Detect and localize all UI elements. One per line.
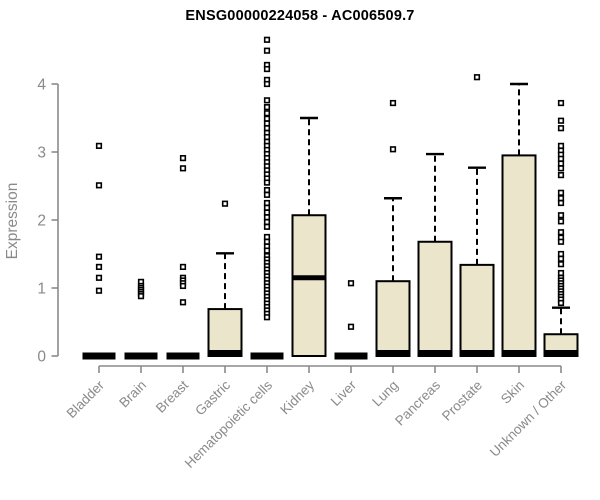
outlier-point <box>263 199 271 207</box>
outlier-point <box>557 125 565 132</box>
median-line <box>208 350 242 357</box>
collapsed-box-at-zero <box>82 352 116 360</box>
outlier-point <box>263 179 271 186</box>
x-tick-label: Liver <box>328 377 360 409</box>
outlier-point <box>95 182 103 189</box>
outlier-point <box>263 191 271 198</box>
outlier-point <box>557 142 565 149</box>
outlier-point <box>557 117 565 124</box>
y-tick-label: 2 <box>37 213 46 230</box>
collapsed-box-at-zero <box>334 352 368 360</box>
outlier-point <box>557 269 565 277</box>
outlier-point <box>557 261 565 268</box>
x-tick-label: Brain <box>116 378 149 411</box>
outlier-point <box>263 214 271 221</box>
box-rect <box>375 280 411 358</box>
outlier-point <box>263 238 271 245</box>
collapsed-box-at-zero <box>124 352 158 360</box>
outlier-point <box>557 229 565 236</box>
y-tick-label: 0 <box>37 349 46 366</box>
outlier-point <box>557 99 565 107</box>
outlier-point <box>557 160 565 167</box>
box-rect <box>207 308 243 357</box>
median-line <box>460 350 494 357</box>
outlier-point <box>263 125 271 132</box>
outlier-point <box>557 250 565 258</box>
outlier-point <box>557 172 565 179</box>
median-line <box>544 350 578 357</box>
outlier-point <box>557 195 565 202</box>
outlier-point <box>263 120 271 127</box>
x-tick-label: Pancreas <box>392 377 443 428</box>
y-tick-label: 1 <box>37 281 46 298</box>
outlier-point <box>95 263 103 271</box>
outlier-point <box>263 204 271 211</box>
outlier-point <box>179 155 187 162</box>
outlier-point <box>179 165 187 172</box>
median-line <box>376 350 410 357</box>
outlier-point <box>263 218 271 226</box>
outlier-point <box>473 74 481 81</box>
outlier-point <box>263 47 271 54</box>
x-tick-label: Prostate <box>439 378 485 424</box>
outlier-point <box>95 142 103 149</box>
outlier-point <box>557 155 565 162</box>
box-rect <box>501 154 537 357</box>
outlier-point <box>557 189 565 196</box>
outlier-point <box>263 115 271 122</box>
median-line <box>418 350 452 357</box>
outlier-point <box>557 255 565 262</box>
outlier-point <box>263 233 271 241</box>
outlier-point <box>137 293 145 300</box>
x-tick-label: Breast <box>153 377 191 415</box>
outlier-point <box>95 274 103 281</box>
outlier-point <box>263 133 271 141</box>
chart-title: ENSG00000224058 - AC006509.7 <box>185 8 415 24</box>
x-tick-label: Unknown / Other <box>487 377 570 460</box>
outlier-point <box>389 146 397 153</box>
outlier-point <box>263 104 271 111</box>
outlier-point <box>95 253 103 260</box>
y-tick-label: 3 <box>37 145 46 162</box>
outlier-point <box>557 238 565 245</box>
outlier-point <box>263 110 271 117</box>
outlier-point <box>263 223 271 230</box>
box-rect <box>459 263 495 358</box>
outlier-point <box>347 280 355 287</box>
outlier-point <box>179 282 187 290</box>
x-tick-label: Gastric <box>192 377 233 418</box>
median-line <box>502 350 536 357</box>
outlier-point <box>263 80 271 88</box>
outlier-point <box>263 36 271 43</box>
outlier-point <box>95 287 103 294</box>
outlier-point <box>557 199 565 207</box>
outlier-point <box>557 165 565 172</box>
outlier-point <box>263 65 271 73</box>
outlier-point <box>263 186 271 194</box>
outlier-point <box>263 97 271 104</box>
x-tick-label: Lung <box>369 378 401 410</box>
outlier-point <box>347 323 355 330</box>
outlier-point <box>557 218 565 225</box>
outlier-point <box>263 314 271 321</box>
outlier-point <box>179 263 187 271</box>
outlier-point <box>263 247 271 254</box>
x-tick-label: Kidney <box>277 377 317 417</box>
outlier-point <box>179 299 187 306</box>
x-tick-label: Bladder <box>64 377 108 421</box>
outlier-point <box>263 209 271 216</box>
y-tick-label: 4 <box>37 77 46 94</box>
outlier-point <box>557 299 565 307</box>
outlier-point <box>221 200 229 207</box>
box-rect <box>417 240 453 357</box>
box-rect <box>291 214 327 357</box>
outlier-point <box>389 99 397 107</box>
x-tick-label: Skin <box>498 378 527 407</box>
outlier-point <box>557 212 565 219</box>
collapsed-box-at-zero <box>166 352 200 360</box>
collapsed-box-at-zero <box>250 352 284 360</box>
